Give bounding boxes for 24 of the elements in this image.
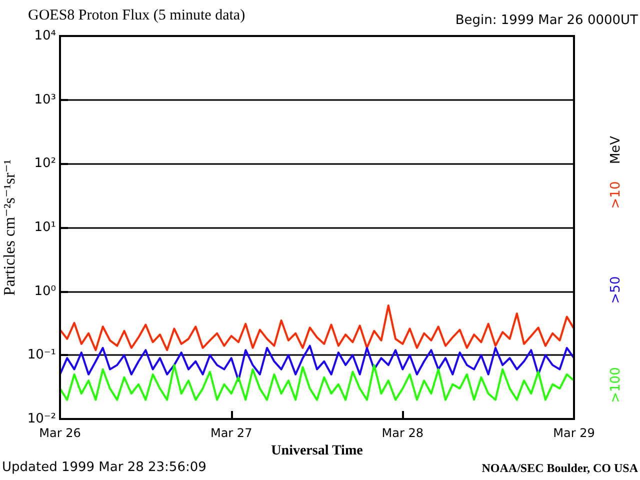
x-tick-label: Mar 27	[210, 426, 252, 440]
y-tick-label: 10¹	[34, 220, 56, 235]
y-tick-label: 10⁻¹	[27, 348, 56, 363]
text: >50	[608, 276, 624, 304]
text: >100	[608, 367, 624, 403]
x-tick-label: Mar 28	[382, 426, 424, 440]
x-tick-label: Mar 26	[39, 426, 81, 440]
x-tick-label: Mar 29	[553, 426, 595, 440]
y-tick-label: 10⁰	[34, 284, 56, 299]
y-tick-label: 10⁴	[34, 28, 56, 44]
text: >10	[608, 181, 624, 209]
legend-title: MeV	[608, 136, 624, 164]
y-tick-label: 10⁻²	[27, 412, 56, 426]
x-axis-title: Universal Time	[271, 443, 363, 458]
text: NOAA/SEC Boulder, CO USA	[482, 461, 638, 475]
chart-title: GOES8 Proton Flux (5 minute data)	[28, 8, 246, 24]
text: Begin: 1999 Mar 26 0000UT	[455, 13, 638, 28]
line-series	[59, 364, 575, 401]
text: Updated 1999 Mar 28 23:56:09	[2, 460, 206, 475]
y-tick-label: 10³	[34, 92, 56, 108]
line-series	[59, 344, 575, 382]
y-tick-label: 10²	[34, 156, 56, 172]
y-axis-title: Particles cm⁻²s⁻¹sr⁻¹	[2, 159, 18, 296]
line-series	[59, 304, 575, 352]
